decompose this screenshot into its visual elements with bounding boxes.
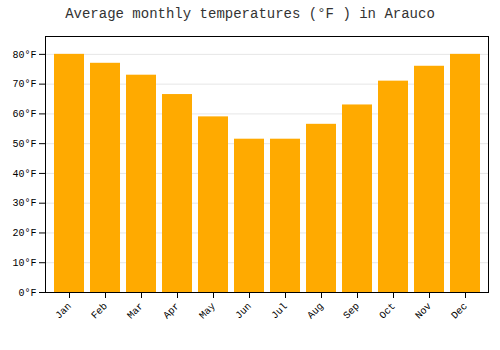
- svg-text:Aug: Aug: [305, 301, 326, 322]
- svg-text:Apr: Apr: [161, 301, 182, 322]
- svg-text:30°F: 30°F: [12, 198, 36, 209]
- svg-text:Feb: Feb: [89, 301, 110, 322]
- svg-text:Jul: Jul: [269, 301, 290, 322]
- svg-text:0°F: 0°F: [18, 288, 36, 299]
- svg-text:Sep: Sep: [341, 301, 362, 322]
- svg-text:Mar: Mar: [125, 301, 146, 322]
- svg-text:80°F: 80°F: [12, 50, 36, 61]
- svg-text:50°F: 50°F: [12, 139, 36, 150]
- svg-text:Nov: Nov: [413, 301, 434, 322]
- svg-text:60°F: 60°F: [12, 109, 36, 120]
- svg-text:Jan: Jan: [53, 301, 74, 322]
- svg-text:10°F: 10°F: [12, 258, 36, 269]
- svg-text:Dec: Dec: [449, 301, 470, 322]
- svg-text:70°F: 70°F: [12, 79, 36, 90]
- svg-text:40°F: 40°F: [12, 169, 36, 180]
- svg-text:Oct: Oct: [377, 301, 398, 322]
- html-text:Average monthly temperatures (: Average monthly temperatures (°F ) in Ar…: [65, 6, 435, 22]
- svg-text:20°F: 20°F: [12, 228, 36, 239]
- svg-text:May: May: [197, 301, 218, 322]
- svg-text:Jun: Jun: [233, 301, 254, 322]
